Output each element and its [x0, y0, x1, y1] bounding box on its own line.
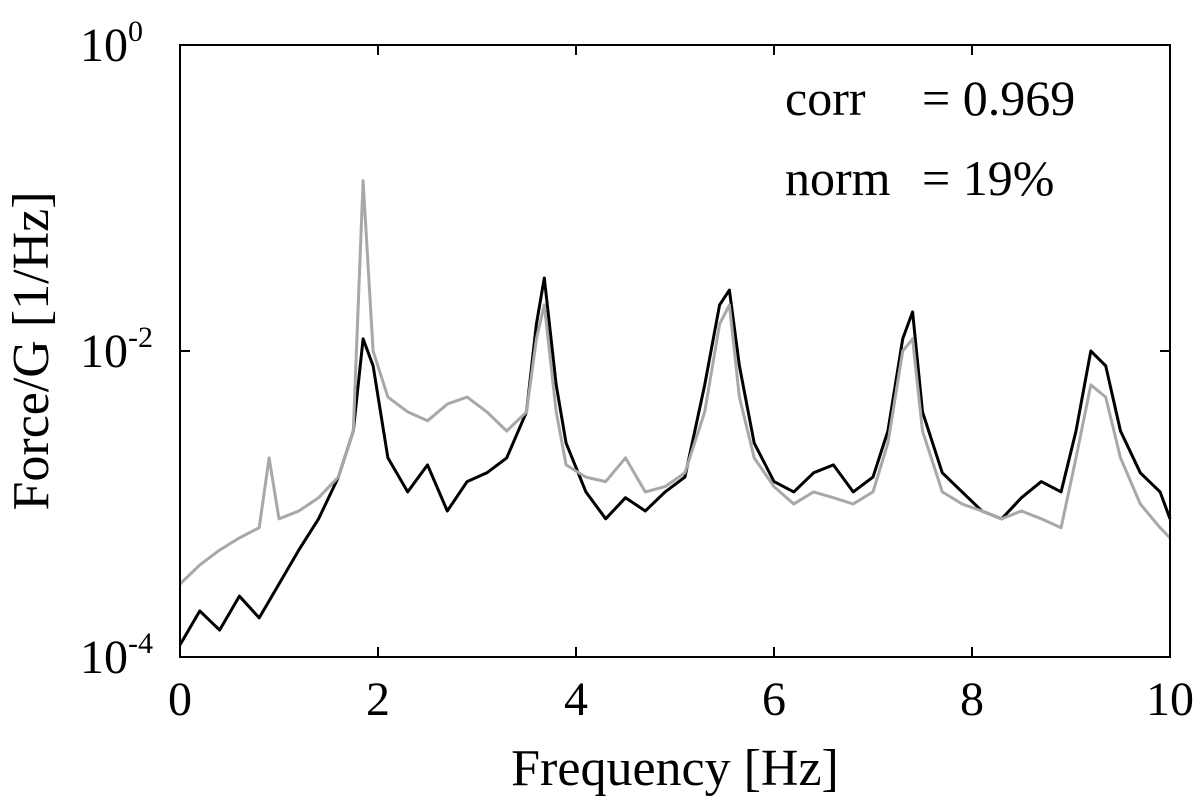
tick-layer: 0 2 4 6 8 10 10-4 10-2 100	[80, 15, 1194, 726]
x-tick-label: 6	[762, 673, 786, 726]
series-line-1	[178, 276, 1172, 646]
x-tick-label: 8	[960, 673, 984, 726]
plot-area-frame	[179, 44, 1171, 658]
x-tick-label: 2	[366, 673, 390, 726]
annotation-box: corr = 0.969 norm = 19%	[785, 70, 1075, 206]
x-tick-label: 4	[564, 673, 588, 726]
x-tick-label: 10	[1146, 673, 1194, 726]
x-tick-label: 0	[168, 673, 192, 726]
annotation-value: = 19%	[922, 150, 1054, 206]
y-tick-label: 10-2	[80, 321, 153, 378]
annotation-value: = 0.969	[922, 70, 1075, 126]
y-tick-label: 100	[80, 15, 143, 72]
y-tick-label: 10-4	[80, 627, 153, 684]
x-axis-label: Frequency [Hz]	[511, 740, 839, 797]
annotation-label: norm	[785, 150, 891, 206]
series-layer	[178, 179, 1172, 646]
y-axis-label: Force/G [1/Hz]	[3, 191, 60, 510]
annotation-label: corr	[785, 70, 866, 126]
series-line-2	[178, 179, 1172, 586]
